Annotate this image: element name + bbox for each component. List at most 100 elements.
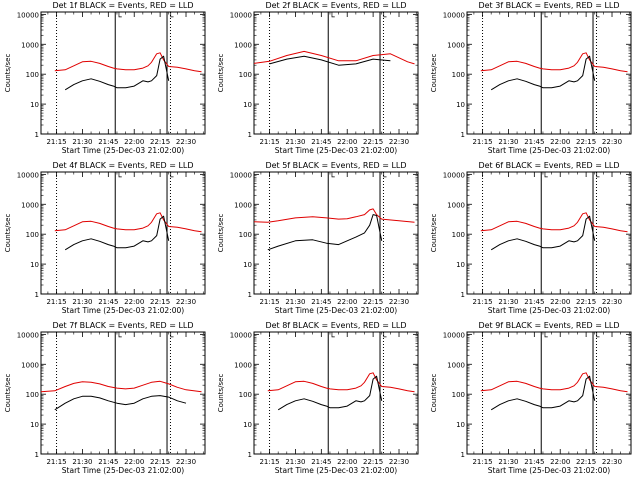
y-tick-label: 100 — [239, 231, 252, 239]
y-tick-label: 10 — [243, 261, 252, 269]
detector-chart: Det 6f BLACK = Events, RED = LLD 1 10 100 10… — [430, 161, 632, 315]
x-tick-label: 22:30 — [389, 298, 409, 306]
y-tick-label: 10000 — [17, 11, 39, 19]
detector-panel: Det 6f BLACK = Events, RED = LLD 1 10 100 10… — [426, 160, 639, 320]
y-tick-label: 1000 — [447, 41, 465, 49]
bracket-mark: └ — [381, 331, 387, 343]
x-tick-label: 22:30 — [176, 458, 196, 466]
y-axis-label: Counts/sec — [430, 54, 438, 93]
y-tick-label: 10 — [30, 101, 39, 109]
plot-frame — [253, 11, 419, 135]
x-axis-label: Start Time (25-Dec-03 21:02:00) — [62, 306, 184, 315]
x-tick-label: 21:15 — [46, 298, 66, 306]
bracket-mark: └ — [168, 171, 174, 183]
y-tick-label: 10 — [456, 261, 465, 269]
x-tick-label: 22:00 — [337, 458, 357, 466]
y-tick-label: 1000 — [234, 201, 252, 209]
x-tick-label: 21:15 — [46, 458, 66, 466]
y-tick-label: 100 — [239, 71, 252, 79]
bracket-mark: └ — [381, 11, 387, 23]
y-tick-label: 10000 — [443, 331, 465, 339]
y-tick-label: 100 — [452, 391, 465, 399]
chart-title: Det 4f BLACK = Events, RED = LLD — [52, 161, 193, 170]
x-axis-label: Start Time (25-Dec-03 21:02:00) — [275, 466, 397, 475]
bracket-mark: └ — [381, 171, 387, 183]
bracket-mark: └ — [542, 171, 548, 183]
y-tick-label: 10000 — [17, 171, 39, 179]
x-tick-label: 22:15 — [150, 458, 170, 466]
bracket-mark: └ — [329, 171, 335, 183]
plot-frame — [466, 331, 632, 455]
x-tick-label: 22:30 — [389, 138, 409, 146]
y-tick-label: 100 — [26, 71, 39, 79]
events-series-line — [277, 375, 383, 411]
y-axis-label: Counts/sec — [217, 214, 225, 253]
x-tick-label: 22:15 — [150, 138, 170, 146]
y-tick-label: 10000 — [17, 331, 39, 339]
detector-chart: Det 5f BLACK = Events, RED = LLD 1 10 100 10… — [217, 161, 419, 315]
x-tick-label: 22:30 — [389, 458, 409, 466]
bracket-mark: └ — [594, 331, 600, 343]
bracket-mark: └ — [594, 171, 600, 183]
y-tick-label: 10000 — [443, 171, 465, 179]
chart-title: Det 7f BLACK = Events, RED = LLD — [52, 321, 193, 330]
x-tick-label: 22:00 — [550, 298, 570, 306]
y-axis-label: Counts/sec — [217, 54, 225, 93]
x-tick-label: 21:45 — [311, 298, 331, 306]
x-tick-label: 22:15 — [576, 458, 596, 466]
chart-title: Det 9f BLACK = Events, RED = LLD — [478, 321, 619, 330]
y-tick-label: 100 — [239, 391, 252, 399]
events-series-line — [490, 55, 596, 91]
y-tick-label: 10 — [456, 421, 465, 429]
bracket-mark: └ — [594, 11, 600, 23]
events-series-line — [269, 55, 391, 66]
y-tick-label: 1000 — [21, 41, 39, 49]
y-tick-label: 1000 — [21, 361, 39, 369]
y-tick-label: 1 — [461, 291, 465, 299]
detector-chart: Det 1f BLACK = Events, RED = LLD 1 10 100 10… — [4, 1, 206, 155]
chart-title: Det 2f BLACK = Events, RED = LLD — [265, 1, 406, 10]
events-series-line — [490, 215, 596, 251]
y-tick-label: 1000 — [447, 361, 465, 369]
x-tick-label: 22:15 — [363, 138, 383, 146]
x-tick-label: 22:00 — [124, 458, 144, 466]
events-series-line — [64, 215, 170, 251]
x-tick-label: 21:30 — [72, 298, 92, 306]
x-axis-label: Start Time (25-Dec-03 21:02:00) — [488, 306, 610, 315]
bracket-mark: └ — [116, 171, 122, 183]
bracket-mark: └ — [542, 11, 548, 23]
x-axis-label: Start Time (25-Dec-03 21:02:00) — [488, 466, 610, 475]
lld-series-line — [480, 372, 628, 393]
x-tick-label: 21:15 — [259, 138, 279, 146]
bracket-mark: └ — [168, 331, 174, 343]
events-series-line — [267, 214, 383, 251]
detector-panel: Det 5f BLACK = Events, RED = LLD 1 10 100 10… — [213, 160, 426, 320]
chart-title: Det 3f BLACK = Events, RED = LLD — [478, 1, 619, 10]
y-tick-label: 1000 — [234, 361, 252, 369]
x-tick-label: 22:15 — [576, 138, 596, 146]
events-series-line — [490, 375, 596, 411]
detector-chart: Det 9f BLACK = Events, RED = LLD 1 10 100 10… — [430, 321, 632, 475]
x-axis-label: Start Time (25-Dec-03 21:02:00) — [275, 146, 397, 155]
y-tick-label: 100 — [26, 231, 39, 239]
x-tick-label: 21:30 — [285, 458, 305, 466]
plot-frame — [40, 11, 206, 135]
detector-chart: Det 8f BLACK = Events, RED = LLD 1 10 100 10… — [217, 321, 419, 475]
x-tick-label: 21:30 — [498, 298, 518, 306]
y-tick-label: 1 — [248, 451, 252, 459]
bracket-mark: └ — [168, 11, 174, 23]
x-tick-label: 21:15 — [472, 298, 492, 306]
detector-panel: Det 9f BLACK = Events, RED = LLD 1 10 100 10… — [426, 320, 639, 480]
lld-series-line — [253, 50, 415, 65]
plot-frame — [466, 171, 632, 295]
y-tick-label: 100 — [452, 231, 465, 239]
x-tick-label: 21:45 — [524, 298, 544, 306]
lld-series-line — [480, 212, 628, 233]
detector-chart: Det 7f BLACK = Events, RED = LLD 1 10 100 10… — [4, 321, 206, 475]
y-tick-label: 10000 — [443, 11, 465, 19]
detector-panel: Det 8f BLACK = Events, RED = LLD 1 10 100 10… — [213, 320, 426, 480]
x-tick-label: 22:00 — [550, 138, 570, 146]
events-series-line — [64, 55, 170, 91]
x-tick-label: 21:15 — [46, 138, 66, 146]
bracket-mark: └ — [116, 331, 122, 343]
